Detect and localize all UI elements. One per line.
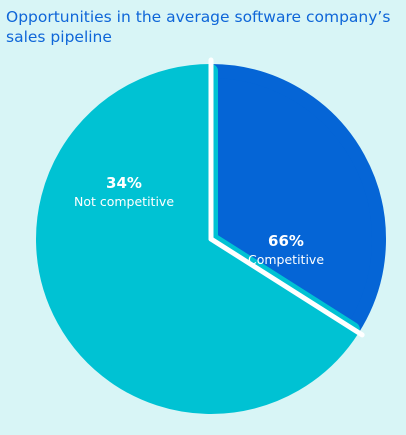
pie-slices <box>36 57 387 414</box>
slice-value-competitive: 66% <box>268 232 304 250</box>
slice-separator <box>208 236 365 338</box>
pie-slice-competitive <box>36 64 360 414</box>
chart-title: Opportunities in the average software co… <box>6 8 391 46</box>
slice-value-not-competitive: 34% <box>106 174 142 192</box>
slice-label-not-competitive: 34% Not competitive <box>74 173 174 211</box>
slice-name-not-competitive: Not competitive <box>73 194 175 209</box>
slice-name-competitive: Competitive <box>247 252 325 267</box>
slice-label-competitive: 66% Competitive <box>248 231 324 269</box>
